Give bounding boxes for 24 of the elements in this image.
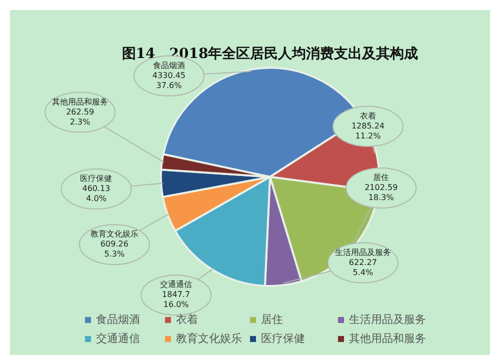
legend-label: 衣着 [176,312,198,327]
data-label: 1285.24 11.2% [351,121,385,140]
slice-label: 教育文化娱乐 [90,230,138,239]
data-label: 622.27 5.4% [348,258,377,277]
legend-label: 居住 [261,312,283,327]
legend-label: 食品烟酒 [96,312,140,327]
slice-label: 其他用品和服务 [52,97,108,106]
slice-label: 食品烟酒 [152,60,185,70]
data-label: 4330.45 37.6% [152,70,186,90]
data-label: 609.26 5.3% [100,240,128,259]
data-label: 460.13 4.0% [82,184,110,204]
slice-label: 衣着 [360,111,376,120]
data-label: 2102.59 18.3% [364,183,398,202]
slice-label: 居住 [373,173,390,182]
slice-label: 交通通信 [160,280,192,290]
legend-label: 交通通信 [96,331,140,346]
slice-label: 医疗保健 [80,174,112,184]
legend-label: 医疗保健 [261,331,305,346]
legend-label: 其他用品和服务 [349,331,426,346]
data-label: 262.59 2.3% [66,107,94,126]
legend-label: 教育文化娱乐 [176,331,242,346]
slice-label: 生活用品及服务 [334,248,391,257]
data-label: 1847.7 16.0% [162,290,190,310]
legend-label: 生活用品及服务 [349,312,426,327]
